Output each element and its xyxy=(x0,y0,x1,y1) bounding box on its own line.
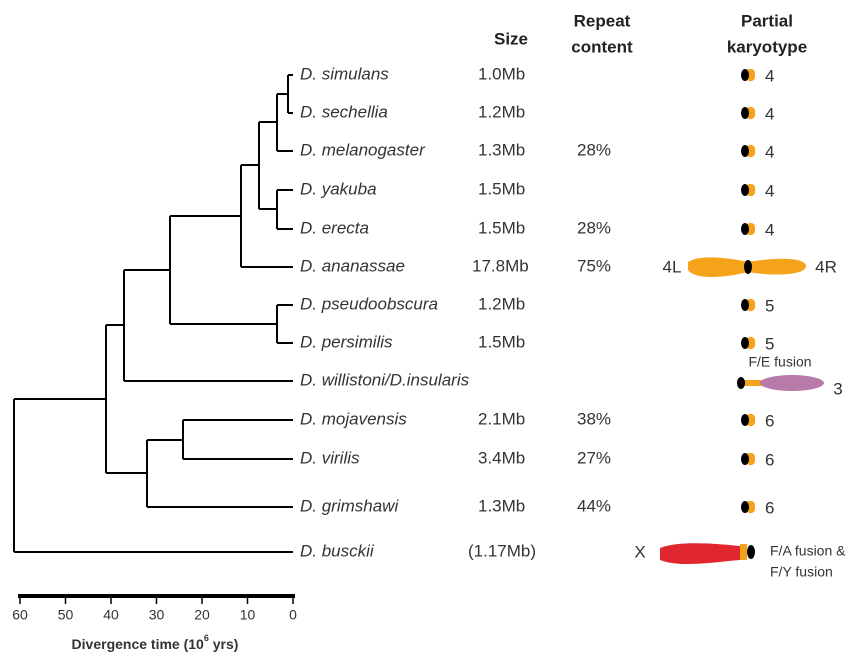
genome-size: 1.5Mb xyxy=(478,332,525,351)
repeat-content: 28% xyxy=(577,218,611,237)
repeat-content: 38% xyxy=(577,409,611,428)
karyotype-note: F/E fusion xyxy=(748,354,811,370)
karyotype-label: 4 xyxy=(765,142,774,161)
species-name: D. yakuba xyxy=(300,179,377,198)
species-name: D. ananassae xyxy=(300,256,405,275)
species-name: D. mojavensis xyxy=(300,409,407,428)
species-name: D. persimilis xyxy=(300,332,393,351)
karyotype-label: 6 xyxy=(765,411,774,430)
chromosome xyxy=(660,543,740,565)
axis-title-sup: 6 xyxy=(204,633,209,643)
genome-size: 1.3Mb xyxy=(478,140,525,159)
centromere xyxy=(741,414,749,426)
karyotype-label: 4 xyxy=(765,66,774,85)
genome-size: 1.0Mb xyxy=(478,64,525,83)
repeat-header: Repeat xyxy=(574,11,631,30)
axis-tick-label: 10 xyxy=(240,607,256,623)
centromere xyxy=(741,69,749,81)
centromere xyxy=(741,184,749,196)
genome-size: (1.17Mb) xyxy=(468,541,536,560)
karyotype-label: X xyxy=(634,542,645,561)
centromere xyxy=(744,260,752,274)
centromere xyxy=(741,107,749,119)
centromere xyxy=(741,145,749,157)
axis-title-part: Divergence time (10 xyxy=(72,636,204,652)
repeat-content: 27% xyxy=(577,448,611,467)
axis-tick-label: 0 xyxy=(289,607,297,623)
axis-tick-label: 30 xyxy=(149,607,165,623)
centromere xyxy=(747,545,755,559)
karyotype-label: 4 xyxy=(765,220,774,239)
axis-title: Divergence time (106 yrs) xyxy=(72,633,239,651)
genome-size: 1.5Mb xyxy=(478,179,525,198)
genome-size: 1.3Mb xyxy=(478,496,525,515)
chromosome xyxy=(760,375,824,391)
species-name: D. virilis xyxy=(300,448,360,467)
repeat-header: content xyxy=(571,37,633,56)
species-name: D. busckii xyxy=(300,541,375,560)
species-name: D. melanogaster xyxy=(300,140,426,159)
genome-size: 1.2Mb xyxy=(478,102,525,121)
size-header: Size xyxy=(494,29,528,48)
karyotype-header: Partial xyxy=(741,11,793,30)
centromere xyxy=(741,299,749,311)
species-name: D. simulans xyxy=(300,64,389,83)
karyotype-label: 5 xyxy=(765,296,774,315)
repeat-content: 28% xyxy=(577,140,611,159)
genome-size: 1.5Mb xyxy=(478,218,525,237)
karyotype-label: 4 xyxy=(765,104,774,123)
centromere xyxy=(737,377,745,389)
species-name: D. grimshawi xyxy=(300,496,399,515)
karyotype-label: 6 xyxy=(765,450,774,469)
karyotype-label: 4L xyxy=(663,257,682,276)
species-name: D. willistoni/D.insularis xyxy=(300,370,470,389)
axis-tick-label: 60 xyxy=(12,607,28,623)
genome-size: 17.8Mb xyxy=(472,256,529,275)
axis-tick-label: 20 xyxy=(194,607,210,623)
karyotype-header: karyotype xyxy=(727,37,807,56)
chromosome xyxy=(740,544,747,560)
karyotype-label: 3 xyxy=(833,379,842,398)
axis-tick-label: 40 xyxy=(103,607,119,623)
karyotype-label: 5 xyxy=(765,334,774,353)
species-name: D. sechellia xyxy=(300,102,388,121)
tree xyxy=(13,74,293,553)
karyotype-note: F/A fusion & xyxy=(770,543,846,559)
karyotype-label: 4R xyxy=(815,257,837,276)
species-name: D. pseudoobscura xyxy=(300,294,438,313)
axis-title-part: yrs) xyxy=(209,636,239,652)
genome-size: 1.2Mb xyxy=(478,294,525,313)
genome-size: 2.1Mb xyxy=(478,409,525,428)
karyotype-label: 6 xyxy=(765,498,774,517)
axis-tick-label: 50 xyxy=(58,607,74,623)
repeat-content: 44% xyxy=(577,496,611,515)
karyotype-label: 4 xyxy=(765,181,774,200)
centromere xyxy=(741,501,749,513)
chromosome xyxy=(742,380,762,386)
centromere xyxy=(741,453,749,465)
repeat-content: 75% xyxy=(577,256,611,275)
centromere xyxy=(741,223,749,235)
karyotype-note: F/Y fusion xyxy=(770,564,833,580)
genome-size: 3.4Mb xyxy=(478,448,525,467)
centromere xyxy=(741,337,749,349)
species-name: D. erecta xyxy=(300,218,369,237)
